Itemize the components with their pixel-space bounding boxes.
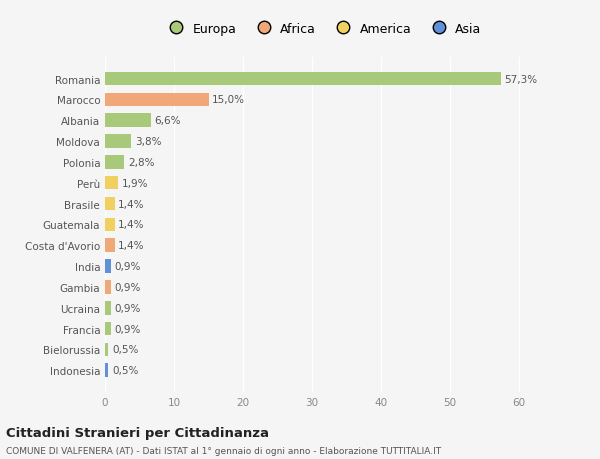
Bar bbox=[105, 322, 111, 336]
Bar bbox=[105, 280, 111, 294]
Bar bbox=[105, 114, 151, 128]
Bar bbox=[105, 135, 131, 149]
Bar bbox=[105, 197, 115, 211]
Bar bbox=[105, 73, 500, 86]
Text: 1,4%: 1,4% bbox=[118, 220, 145, 230]
Bar bbox=[105, 156, 124, 169]
Bar bbox=[105, 364, 109, 377]
Bar bbox=[105, 218, 115, 232]
Text: 1,9%: 1,9% bbox=[122, 179, 148, 188]
Text: 0,9%: 0,9% bbox=[115, 303, 141, 313]
Bar bbox=[105, 239, 115, 252]
Text: 2,8%: 2,8% bbox=[128, 157, 154, 168]
Text: 1,4%: 1,4% bbox=[118, 199, 145, 209]
Text: 1,4%: 1,4% bbox=[118, 241, 145, 251]
Text: 0,9%: 0,9% bbox=[115, 324, 141, 334]
Bar bbox=[105, 260, 111, 273]
Text: 6,6%: 6,6% bbox=[154, 116, 181, 126]
Text: 0,9%: 0,9% bbox=[115, 282, 141, 292]
Bar bbox=[105, 93, 209, 107]
Bar bbox=[105, 343, 109, 357]
Text: COMUNE DI VALFENERA (AT) - Dati ISTAT al 1° gennaio di ogni anno - Elaborazione : COMUNE DI VALFENERA (AT) - Dati ISTAT al… bbox=[6, 446, 441, 455]
Text: Cittadini Stranieri per Cittadinanza: Cittadini Stranieri per Cittadinanza bbox=[6, 426, 269, 439]
Bar bbox=[105, 301, 111, 315]
Text: 0,9%: 0,9% bbox=[115, 262, 141, 271]
Legend: Europa, Africa, America, Asia: Europa, Africa, America, Asia bbox=[161, 20, 484, 38]
Bar bbox=[105, 177, 118, 190]
Text: 0,5%: 0,5% bbox=[112, 345, 138, 355]
Text: 0,5%: 0,5% bbox=[112, 365, 138, 375]
Text: 15,0%: 15,0% bbox=[212, 95, 245, 105]
Text: 3,8%: 3,8% bbox=[134, 137, 161, 147]
Text: 57,3%: 57,3% bbox=[504, 74, 537, 84]
